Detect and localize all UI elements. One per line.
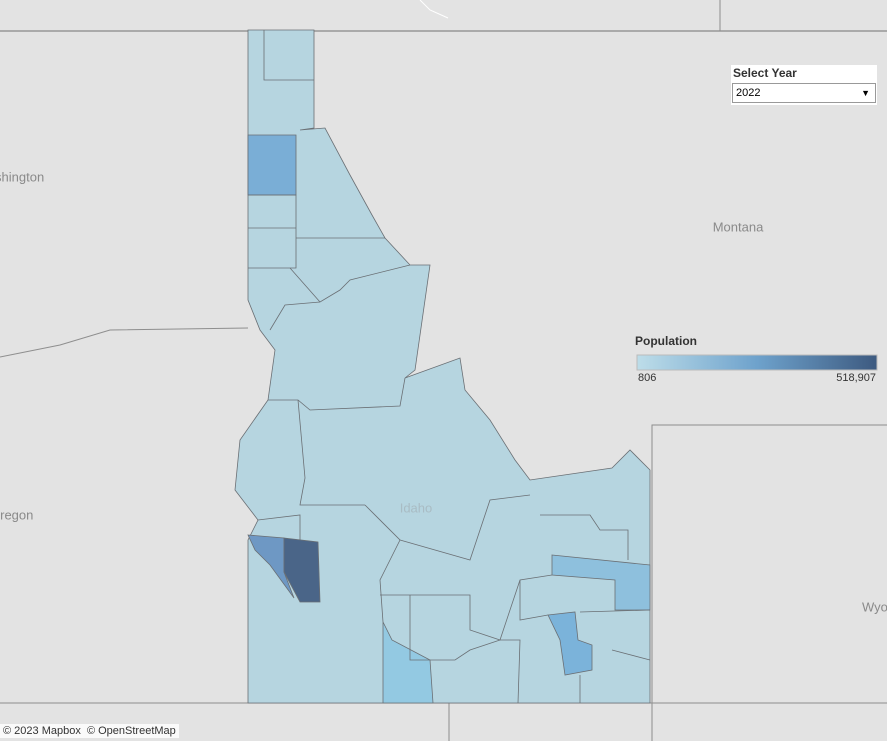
place-label: Oregon [0, 507, 33, 522]
attribution-item: © OpenStreetMap [86, 725, 176, 737]
dropdown-arrow[interactable]: ▼ [861, 88, 870, 98]
place-label: Washington [0, 169, 44, 184]
place-label: Wyoming [862, 599, 887, 614]
year-dropdown[interactable]: 2022 ▼ [732, 83, 876, 103]
attribution-item: © 2023 Mapbox [3, 725, 81, 737]
dropdown-value: 2022 [736, 87, 761, 99]
color-ramp [636, 354, 878, 371]
legend-label: 518,907 [836, 372, 876, 384]
legend-label: 806 [638, 372, 656, 384]
year-filter: Select Year 2022 ▼ [731, 65, 877, 105]
filter-title: Select Year [733, 66, 797, 80]
legend: Population 806 518,907 [635, 334, 878, 384]
state-shape [234, 29, 651, 704]
idaho-counties [234, 29, 651, 704]
legend-title: Population [635, 334, 697, 348]
place-label: Idaho [400, 500, 433, 515]
place-label: Montana [713, 219, 764, 234]
attribution: © 2023 Mapbox © OpenStreetMap [0, 724, 179, 738]
